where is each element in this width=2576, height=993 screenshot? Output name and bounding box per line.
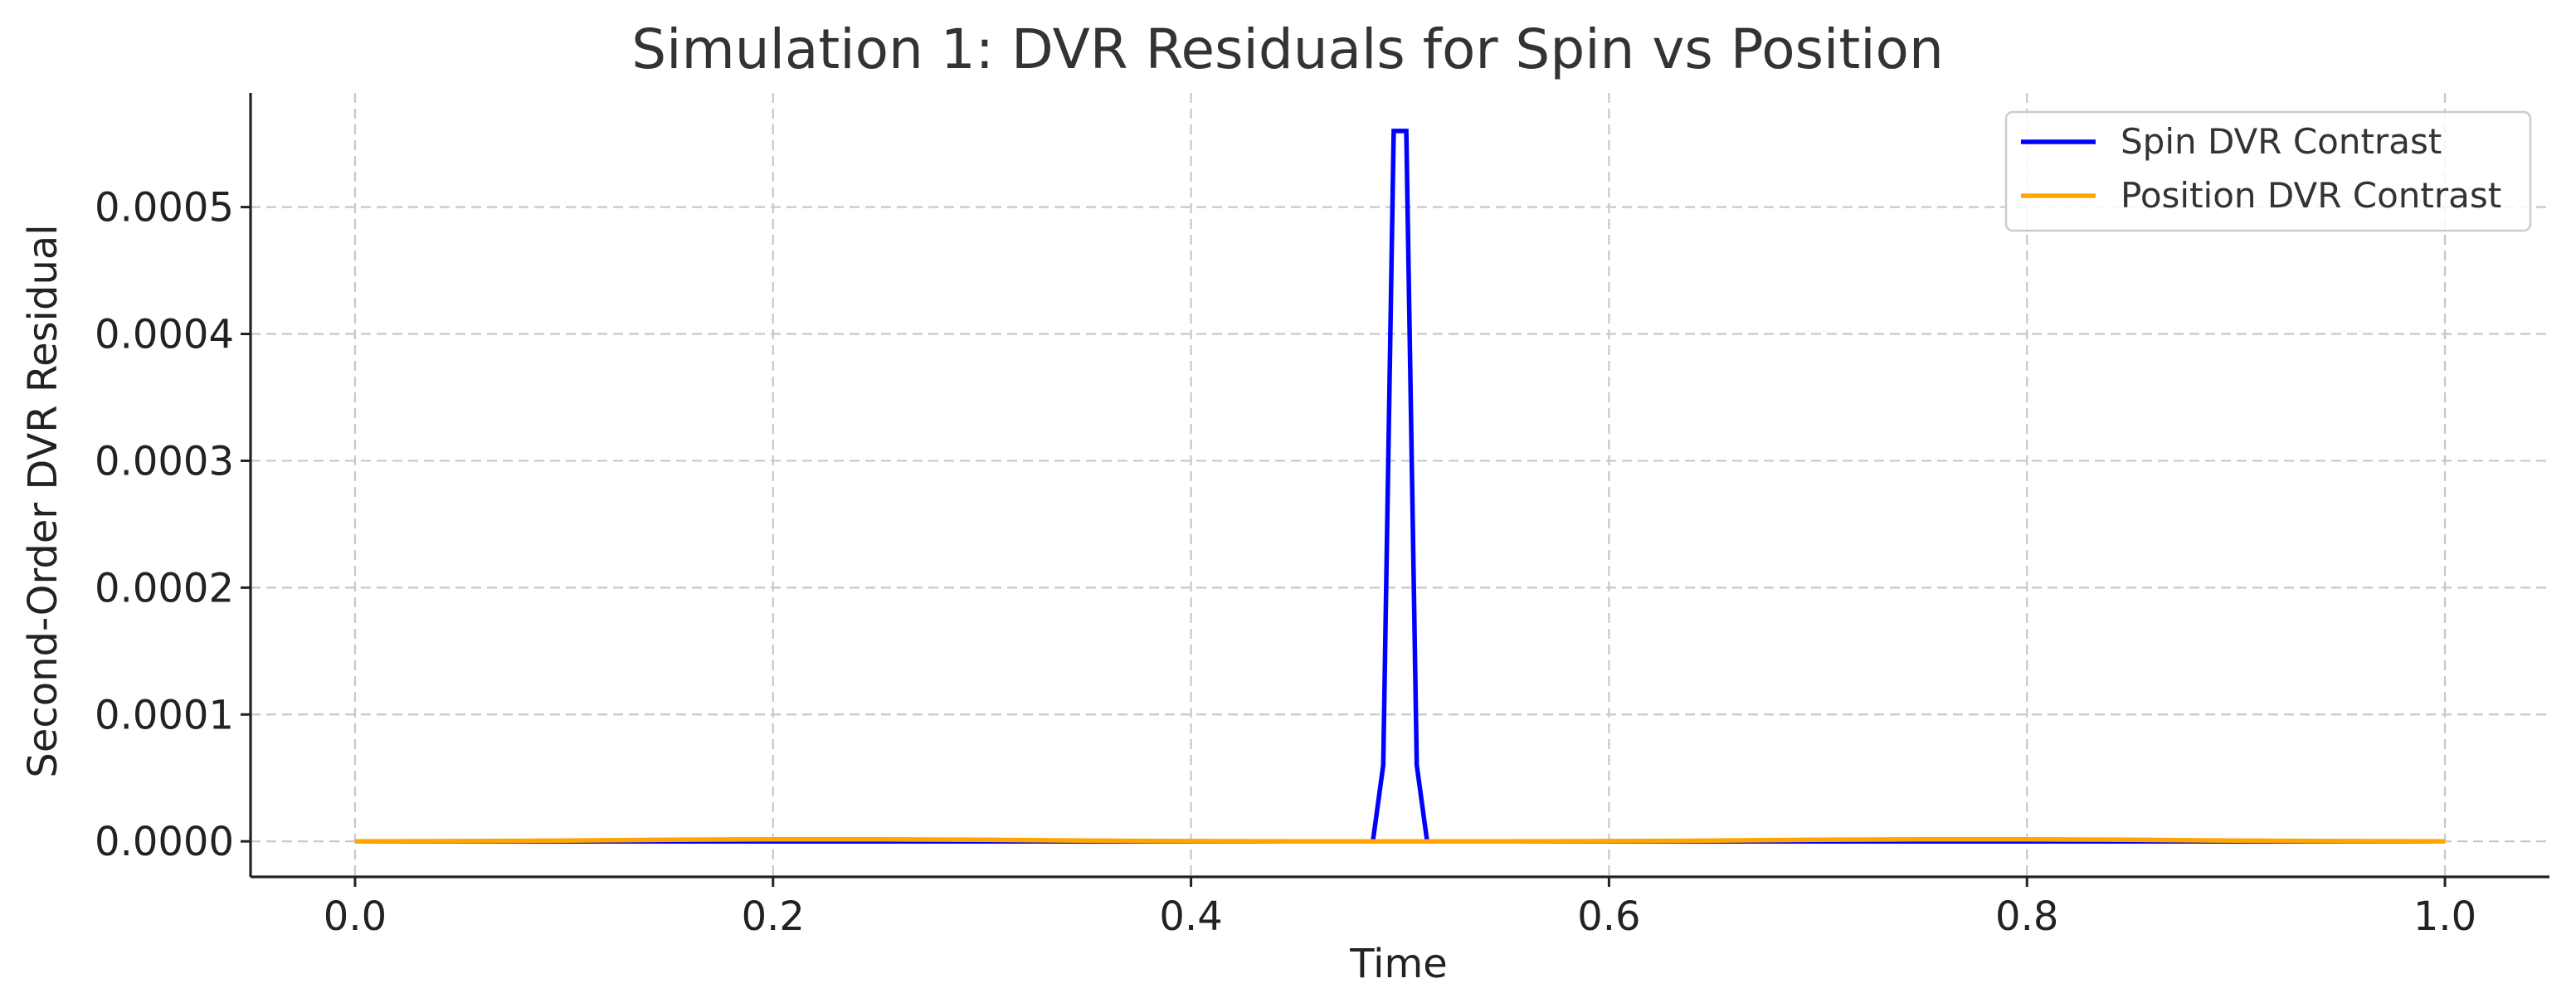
series-line-spin — [355, 129, 2445, 844]
x-tick-label-2: 0.4 — [1159, 893, 1222, 940]
y-axis-label: Second-Order DVR Residual — [20, 224, 66, 777]
series-layer — [354, 129, 2446, 844]
y-tick-label-5: 0.0005 — [95, 185, 234, 231]
legend: Spin DVR Contrast Position DVR Contrast — [2004, 110, 2532, 232]
axes-layer — [249, 93, 2549, 879]
legend-label-spin: Spin DVR Contrast — [2121, 121, 2442, 162]
x-tick-label-0: 0.0 — [324, 893, 387, 940]
y-tick-label-1: 0.0001 — [95, 692, 234, 738]
x-tick-label-3: 0.6 — [1577, 893, 1640, 940]
legend-label-position: Position DVR Contrast — [2121, 175, 2501, 216]
legend-box — [2004, 110, 2532, 232]
y-tick-label-4: 0.0004 — [95, 312, 234, 358]
y-tick-label-3: 0.0003 — [95, 438, 234, 484]
ticks-layer: 0.0 0.2 0.4 0.6 0.8 1.0 0.0000 0.0001 0.0002 0.00… — [95, 185, 2476, 940]
chart-title: Simulation 1: DVR Residuals for Spin vs … — [631, 17, 1944, 81]
x-axis-label: Time — [1349, 941, 1447, 987]
y-tick-label-2: 0.0002 — [95, 565, 234, 611]
x-tick-label-4: 0.8 — [1995, 893, 2058, 940]
x-tick-label-5: 1.0 — [2413, 893, 2476, 940]
x-tick-label-1: 0.2 — [742, 893, 805, 940]
y-tick-label-0: 0.0000 — [95, 819, 234, 865]
series-line-position — [354, 836, 2446, 844]
